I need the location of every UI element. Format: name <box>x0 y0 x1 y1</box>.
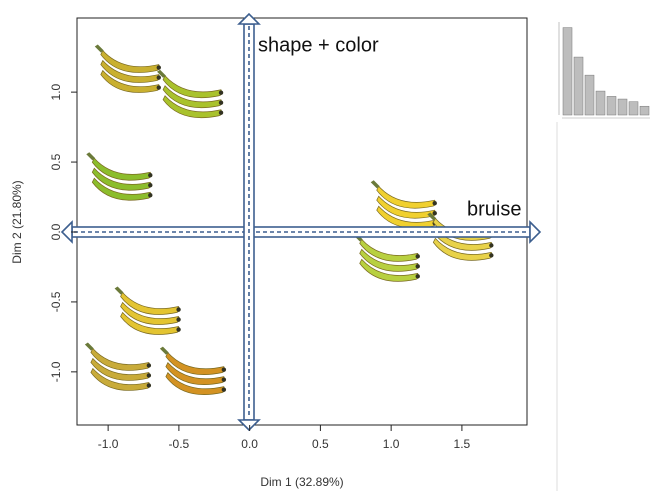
banana <box>354 233 420 281</box>
x-tick-label: 1.5 <box>454 437 471 451</box>
x-tick-label: -1.0 <box>98 437 119 451</box>
banana <box>371 180 437 228</box>
x-tick-label: 1.0 <box>383 437 400 451</box>
x-tick-label: 0.0 <box>241 437 258 451</box>
y-axis-title: Dim 2 (21.80%) <box>10 180 24 263</box>
bar <box>618 99 627 115</box>
x-axis-title: Dim 1 (32.89%) <box>260 475 343 489</box>
annotation: bruise <box>467 198 521 220</box>
bar <box>640 106 649 115</box>
banana <box>86 152 152 200</box>
bar <box>596 91 605 115</box>
y-tick-label: 0.0 <box>49 223 63 240</box>
shape-color-arrow <box>239 14 259 430</box>
y-tick-label: -0.5 <box>49 291 63 312</box>
bar <box>585 75 594 115</box>
banana <box>157 70 223 118</box>
banana <box>115 287 181 335</box>
bar <box>607 96 616 115</box>
y-tick-label: -1.0 <box>49 361 63 382</box>
bar <box>574 57 583 115</box>
bar <box>629 102 638 115</box>
figure: shape + color bruise Dim 1 (32.89%) Dim … <box>0 0 651 491</box>
banana <box>85 342 151 390</box>
bar <box>563 28 572 115</box>
x-tick-label: -0.5 <box>169 437 190 451</box>
annotation: shape + color <box>258 34 379 56</box>
y-tick-label: 0.5 <box>49 153 63 170</box>
x-tick-label: 0.5 <box>312 437 329 451</box>
banana <box>95 45 161 93</box>
y-tick-label: 1.0 <box>49 83 63 100</box>
banana <box>160 347 226 395</box>
